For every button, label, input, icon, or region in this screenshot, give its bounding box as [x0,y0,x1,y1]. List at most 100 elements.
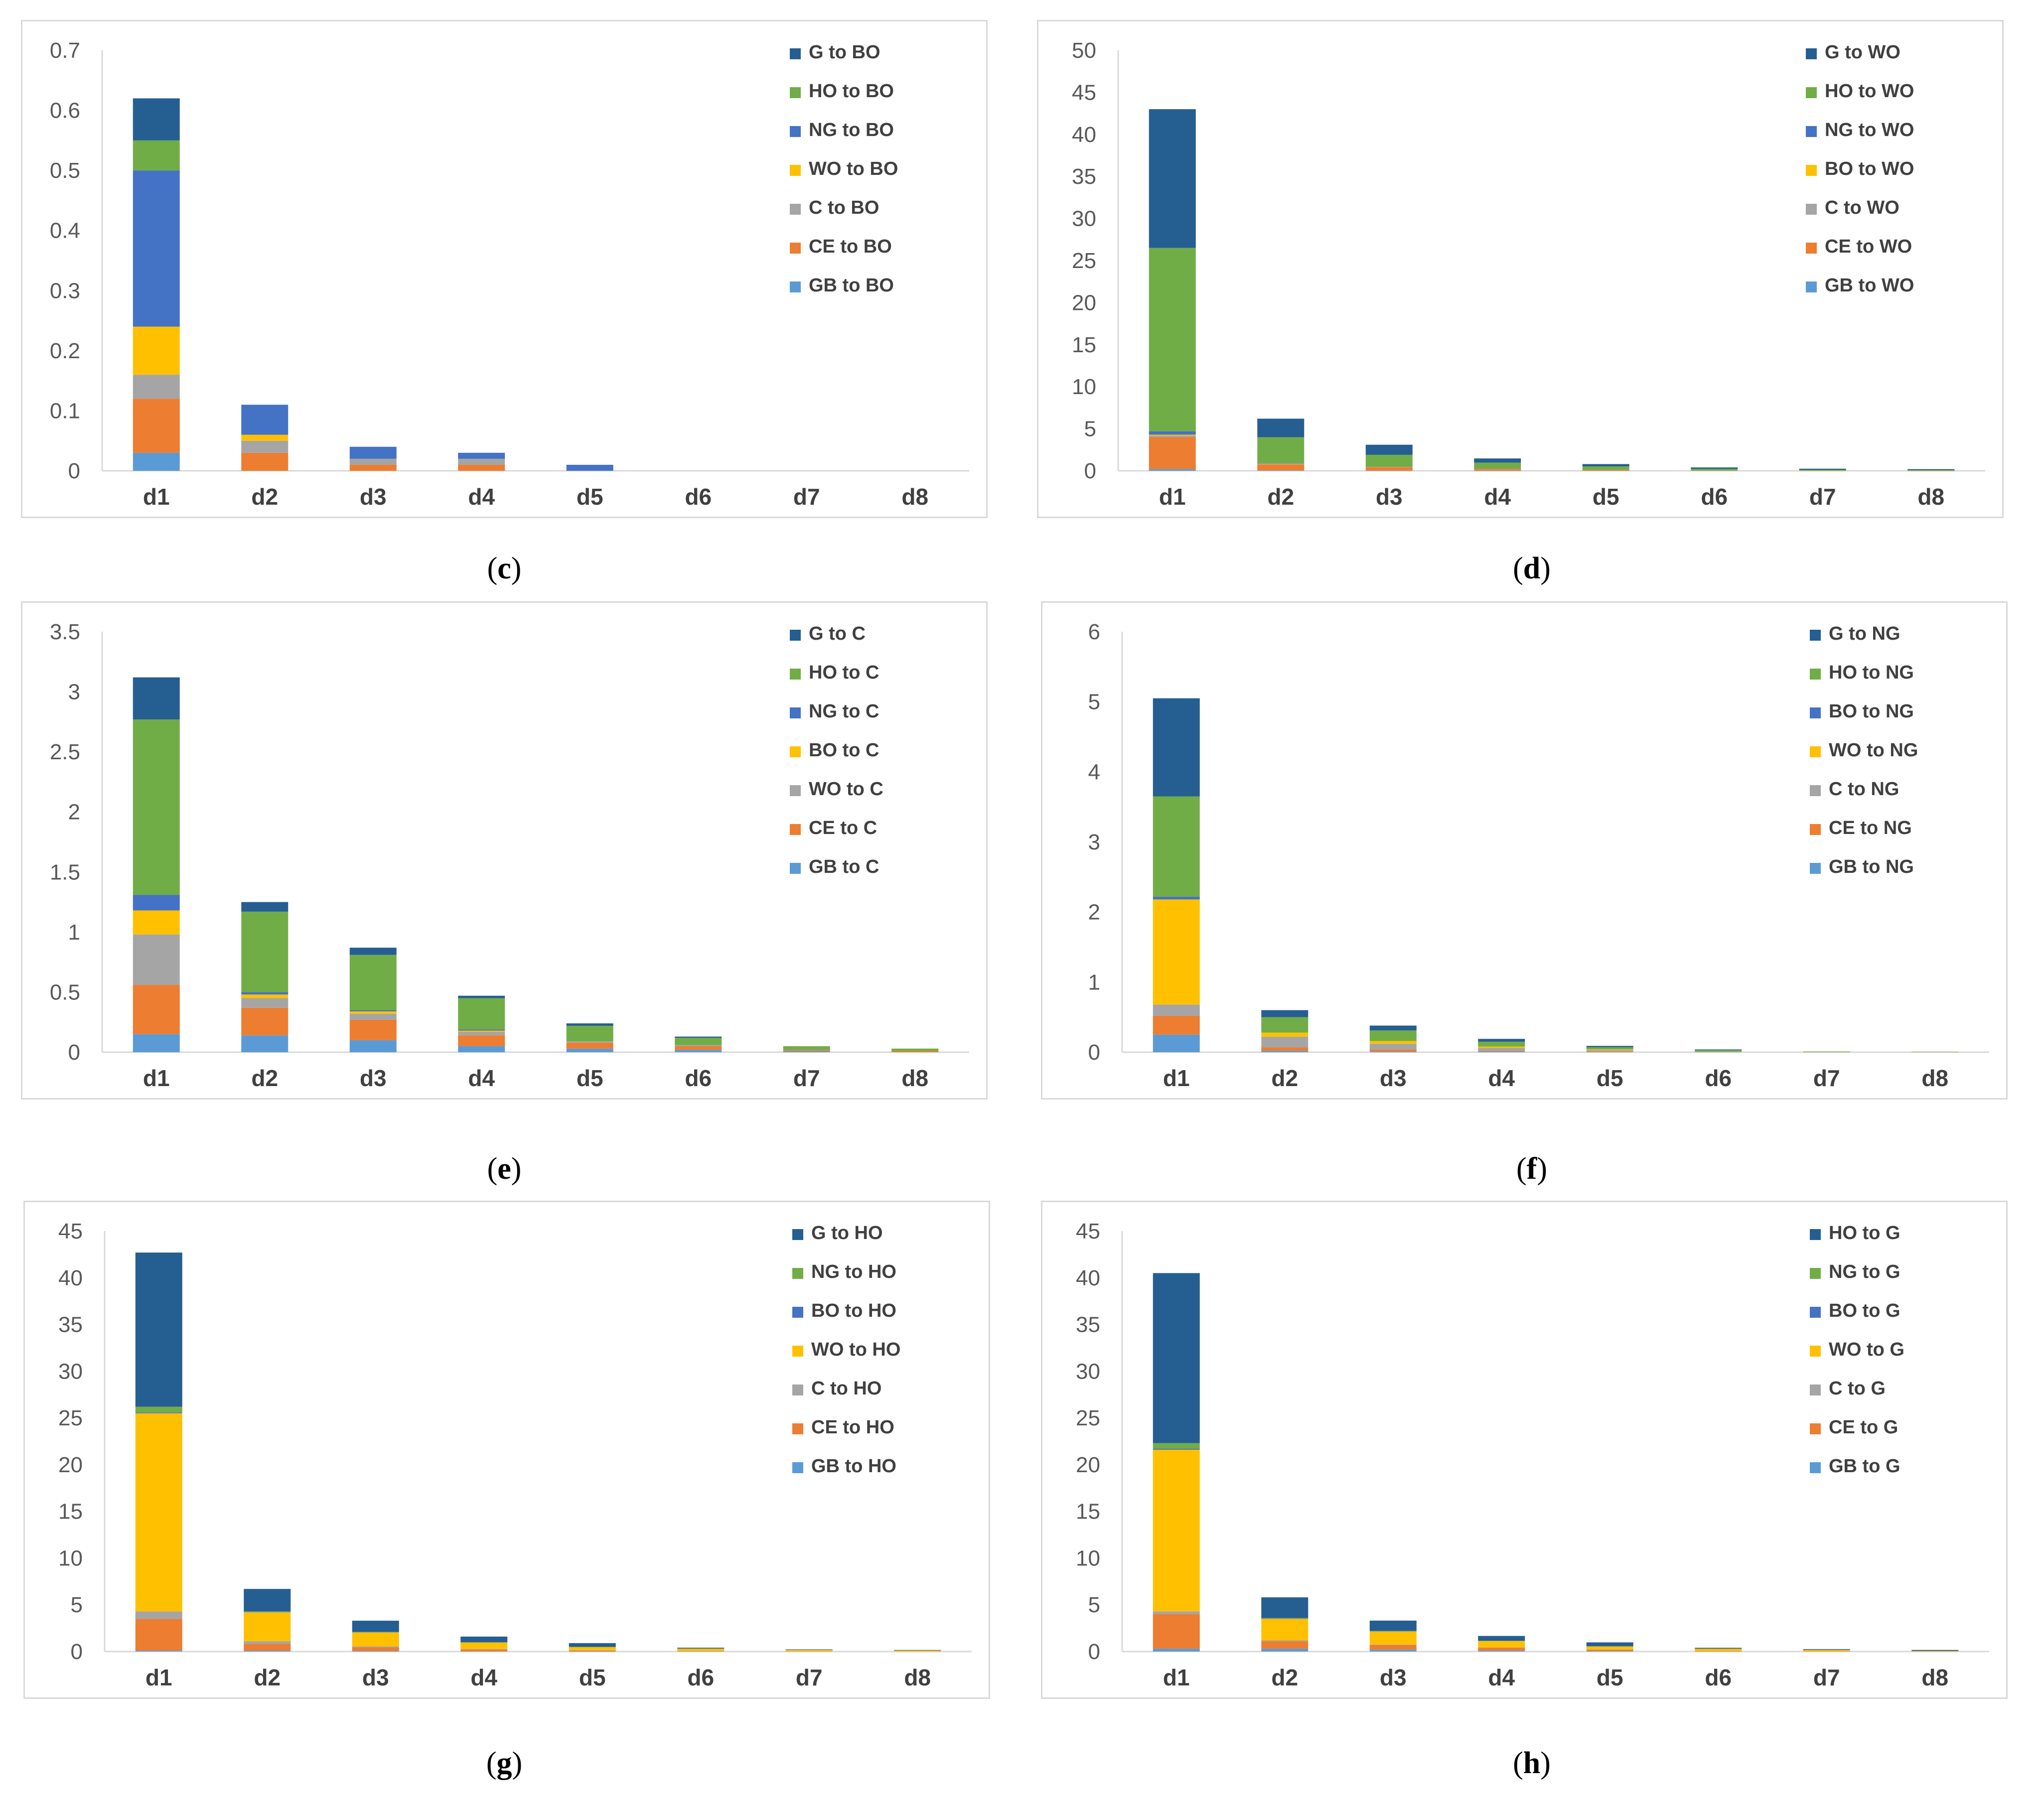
bar-segment-ho-to-c [241,911,289,992]
bar-segment-c-to-ho [785,1651,833,1652]
y-tick-label: 10 [1072,375,1096,399]
x-category-label: d2 [251,1065,278,1091]
legend-label: HO to WO [1825,81,1914,102]
y-tick-label: 30 [1076,1359,1100,1384]
legend-swatch [790,785,801,796]
x-category-label: d2 [251,484,278,510]
bar-segment-ho-to-g [1153,1273,1200,1443]
y-tick-label: 10 [58,1546,83,1570]
bar-segment-wo-to-c [241,998,289,1008]
bar-segment-wo-to-ng [1261,1032,1309,1037]
legend-swatch [1810,746,1821,757]
legend-swatch [1810,1229,1821,1240]
y-tick-label: 0 [1088,1640,1100,1664]
y-tick-label: 1.5 [50,860,80,884]
legend-swatch [1806,204,1817,215]
bar-segment-ng-to-g [1153,1443,1200,1449]
bar-segment-ce-to-g [1369,1645,1417,1650]
bar-segment-bo-to-ho [352,1632,399,1633]
y-tick-label: 25 [58,1406,83,1430]
bar-segment-ng-to-wo [1257,463,1305,464]
legend-label: HO to NG [1829,662,1914,683]
legend-swatch [1810,1385,1821,1395]
bar-segment-g-to-ho [894,1650,941,1651]
x-category-label: d6 [1701,484,1728,510]
bar-segment-ce-to-ho [460,1649,508,1652]
chart-panel-c: 0 0.1 0.2 0.3 0.4 0.5 0.6 0.7 d1 d2 d3 d4 d5 d6 d7 d8 G … [21,20,988,518]
legend-label: C to WO [1825,197,1899,218]
legend-swatch [1810,707,1821,718]
bar-segment-g-to-c [241,902,289,912]
x-category-label: d3 [360,1065,387,1091]
bar-segment-c-to-ng [1586,1050,1633,1052]
y-tick-label: 0.4 [50,219,80,243]
bar-segment-wo-to-c [675,1045,722,1046]
bar-segment-ce-to-bo [458,464,505,471]
legend-swatch [792,1268,803,1279]
bar-segment-ng-to-ho [569,1647,616,1648]
bar-segment-g-to-ng [1695,1049,1742,1050]
caption-h: (h) [1513,1746,1551,1780]
y-tick-label: 5 [71,1593,83,1617]
bar-segment-wo-to-ng [1478,1046,1525,1048]
bar-segment-ho-to-ng [1153,796,1200,897]
legend-label: G to WO [1825,42,1900,63]
bar-segment-ho-to-c [349,955,397,1010]
bar-segment-ce-to-c [241,1007,289,1036]
bar-segment-wo-to-g [1803,1650,1850,1652]
x-category-label: d3 [1376,484,1403,510]
bar-segment-c-to-ho [244,1641,291,1644]
bar-segment-bo-to-c [133,910,180,935]
bar-segment-ce-to-ng [1261,1047,1309,1051]
y-tick-label: 40 [58,1266,83,1290]
legend-label: BO to WO [1825,158,1914,179]
bar-segment-wo-to-g [1261,1619,1309,1641]
bar-segment-g-to-wo [1907,469,1955,470]
y-tick-label: 0.6 [50,99,80,123]
bar-segment-wo-to-ho [569,1647,616,1651]
bar-segment-ho-to-ng [1369,1030,1417,1041]
bar-segment-wo-to-g [1369,1631,1417,1645]
legend-label: WO to G [1829,1339,1904,1360]
x-category-label: d7 [1809,484,1836,510]
bar-segment-g-to-wo [1474,458,1521,463]
bar-segment-wo-to-ho [352,1632,399,1647]
bar-segment-ho-to-g [1586,1642,1633,1647]
bar-segment-ho-to-wo [1257,437,1305,463]
bar-segment-ce-to-g [1478,1648,1525,1651]
bar-segment-c-to-bo [133,375,180,399]
legend-swatch [790,165,801,176]
y-tick-label: 45 [1072,80,1096,105]
bar-segment-gb-to-c [783,1051,830,1052]
legend-swatch [790,126,801,137]
bar-segment-g-to-wo [1149,109,1196,248]
bar-segment-bo-to-g [1153,1449,1200,1450]
legend-swatch [790,281,801,292]
bar-segment-gb-to-c [675,1050,722,1052]
bar-segment-wo-to-g [1586,1646,1633,1650]
bar-segment-gb-to-c [241,1035,289,1052]
x-category-label: d7 [793,484,820,510]
bar-segment-ho-to-c [458,998,505,1030]
bar-segment-c-to-ng [1478,1048,1525,1051]
bar-segment-bo-to-g [1369,1631,1417,1632]
bar-segment-ng-to-g [1586,1646,1633,1647]
bar-segment-ho-to-g [1911,1650,1959,1651]
bar-segment-ng-to-g [1369,1631,1417,1632]
y-tick-label: 3 [68,680,80,704]
legend-swatch [792,1462,803,1473]
legend-label: CE to C [809,818,877,838]
caption-c: (c) [487,552,522,585]
bar-segment-c-to-ho [569,1650,616,1651]
bar-segment-ho-to-wo [1365,454,1413,467]
y-tick-label: 5 [1084,417,1096,441]
bar-segment-g-to-ng [1478,1039,1525,1042]
x-category-label: d5 [1597,1664,1623,1690]
bar-segment-bo-to-g [1261,1618,1309,1619]
legend-label: NG to BO [809,120,894,140]
bar-segment-wo-to-bo [241,434,289,441]
bar-segment-g-to-ho [677,1648,725,1649]
bar-segment-gb-to-c [349,1040,397,1052]
legend-label: CE to NG [1829,818,1912,838]
legend-swatch [1806,165,1817,176]
